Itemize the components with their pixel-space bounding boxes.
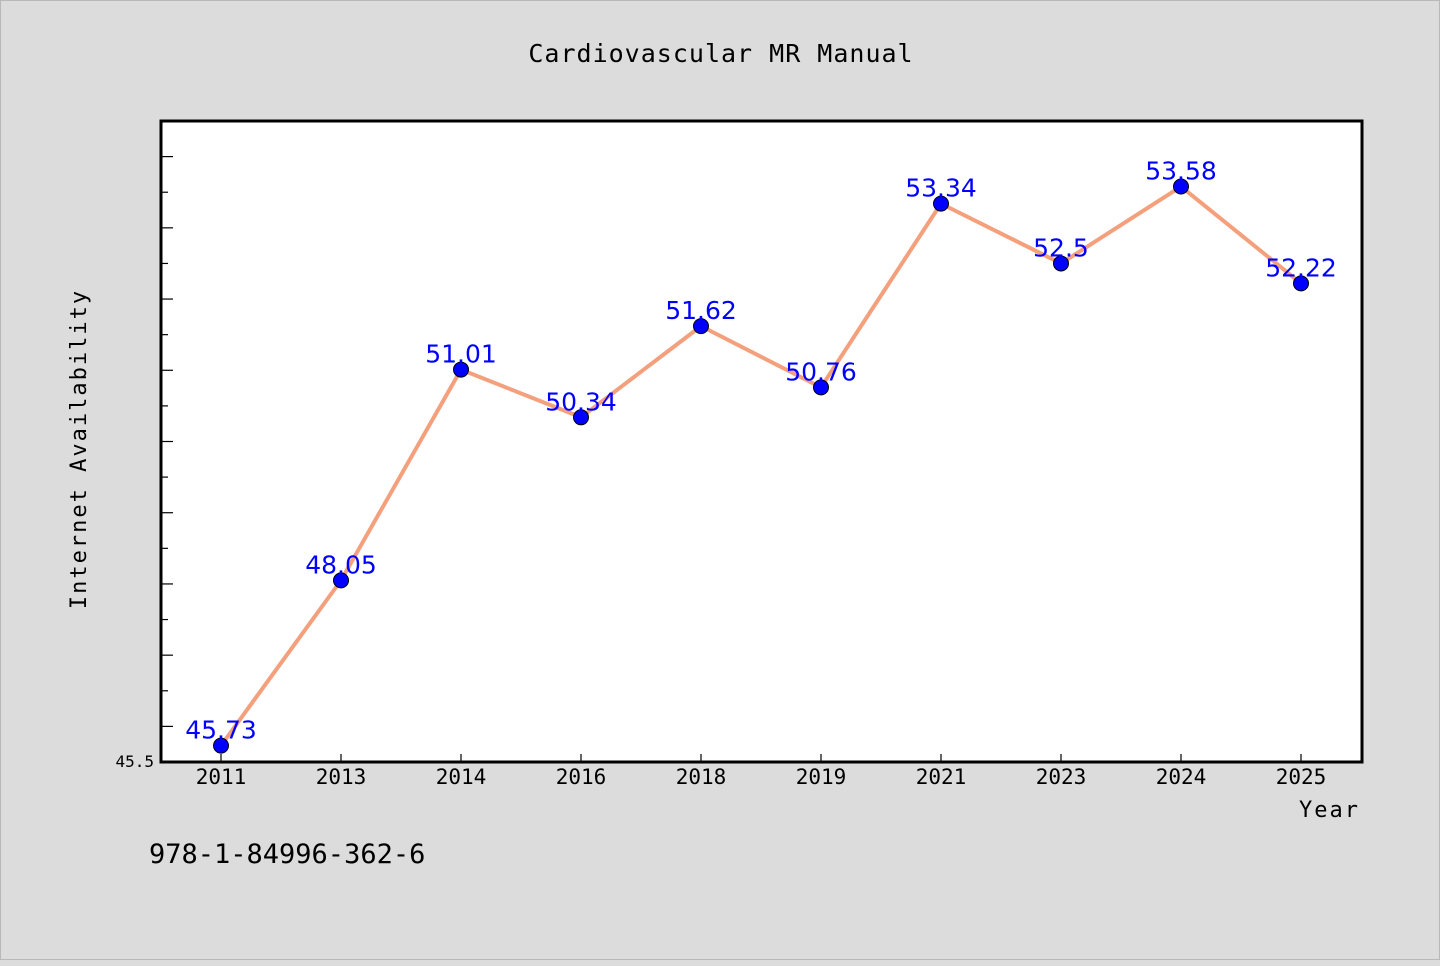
data-point [333,572,349,589]
plot-area [159,119,1364,764]
data-label: 53.34 [905,174,977,203]
x-tick-label: 2014 [436,765,487,789]
data-point [1053,255,1069,272]
x-tick-label: 2011 [196,765,247,789]
data-point [1293,275,1309,292]
x-tick-label: 2016 [556,765,607,789]
x-axis-tick-labels: 2011 2013 2014 2016 2018 2019 2021 2023 2024 2025 [196,765,1327,789]
series-line [219,184,1303,747]
data-label: 48.05 [305,550,377,579]
data-label: 52.22 [1265,253,1337,282]
y-axis-tick-label: 45.5 [115,752,154,771]
data-point [1173,178,1189,195]
data-point [213,737,229,754]
data-point [813,379,829,396]
x-axis-label: Year [1299,798,1360,823]
data-label: 52.5 [1033,233,1089,262]
data-point [573,409,589,426]
data-labels: 45.73 48.05 51.01 50.34 51.62 50.76 53.34 52.5 5… [185,157,1337,745]
series-group [213,178,1309,754]
data-label: 53.58 [1145,157,1217,186]
data-label: 50.34 [545,387,617,416]
y-axis-ticks [161,120,173,763]
isbn-text: 978-1-84996-362-6 [149,839,425,870]
x-tick-label: 2018 [676,765,727,789]
data-point [453,361,469,378]
x-tick-label: 2023 [1036,765,1087,789]
data-label: 51.62 [665,296,737,325]
data-label: 51.01 [425,340,497,369]
x-axis-ticks [220,754,1302,762]
data-label: 50.76 [785,357,857,386]
data-point [933,195,949,212]
x-tick-label: 2021 [916,765,967,789]
y-axis-label: Internet Availability [67,289,92,609]
x-tick-label: 2025 [1276,765,1327,789]
data-label: 45.73 [185,716,257,745]
data-point [693,318,709,335]
x-tick-label: 2024 [1156,765,1207,789]
chart-title: Cardiovascular MR Manual [528,39,913,68]
x-tick-label: 2013 [316,765,367,789]
x-tick-label: 2019 [796,765,847,789]
